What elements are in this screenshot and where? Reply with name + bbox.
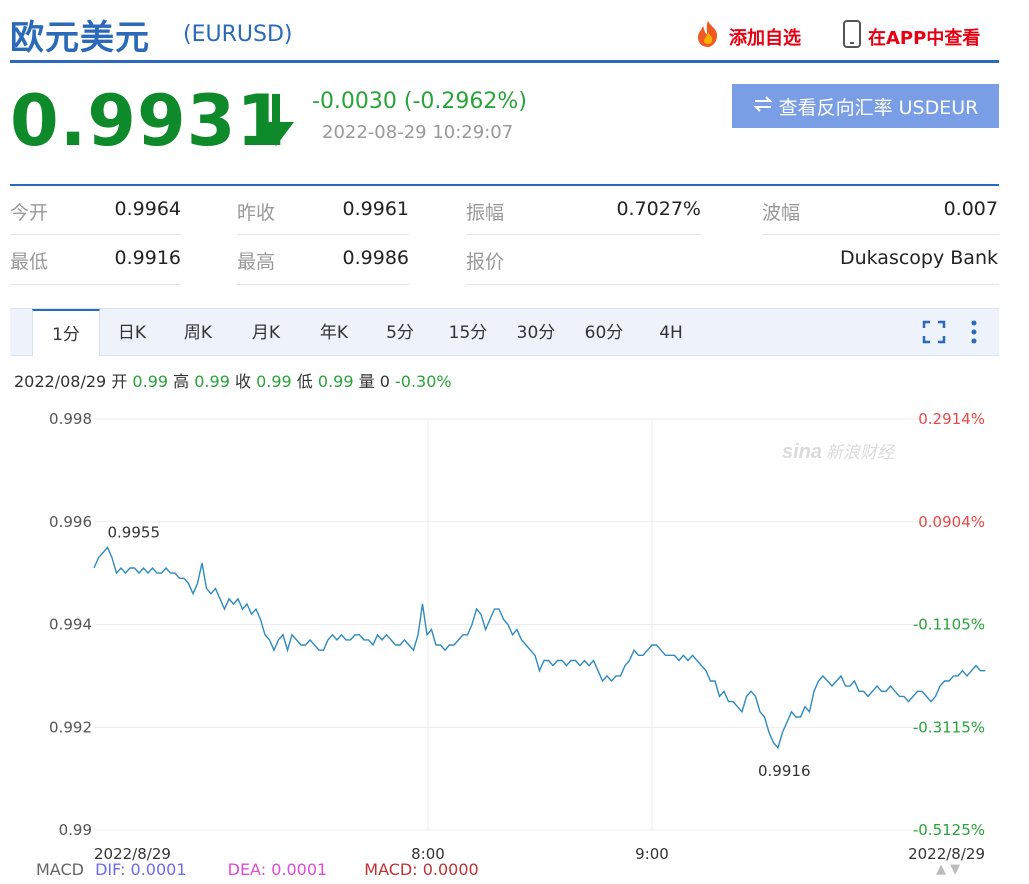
tab-yearly[interactable]: 年K [319, 323, 349, 343]
sina-watermark: sina 新浪财经 [782, 441, 896, 463]
y-tick-label: 0.99 [59, 821, 92, 839]
ohlc-volume: 0 [379, 372, 390, 391]
tab-5min[interactable]: 5分 [386, 323, 414, 343]
macd-dea: DEA: 0.0001 [227, 860, 328, 879]
page-title: 欧元美元 [10, 18, 150, 58]
stat-row-line [762, 234, 999, 235]
quote-timestamp: 2022-08-29 10:29:07 [322, 122, 514, 143]
wave-label: 波幅 [762, 202, 801, 224]
wave-value: 0.007 [943, 198, 998, 220]
ohlc-pct: -0.30% [395, 372, 452, 391]
tab-30min[interactable]: 30分 [516, 323, 556, 343]
x-tick-label: 8:00 [411, 845, 445, 863]
prev-close-value: 0.9961 [342, 198, 409, 220]
tab-60min[interactable]: 60分 [584, 323, 624, 343]
stat-row-line [237, 284, 409, 285]
ohlc-open-label: 开 [111, 372, 128, 391]
scroll-arrows-icon[interactable]: ▲ ▼ [936, 862, 961, 877]
tab-weekly[interactable]: 周K [183, 323, 213, 343]
symbol-code: (EURUSD) [183, 22, 293, 47]
quote-provider-label: 报价 [466, 251, 505, 273]
more-options-icon[interactable] [968, 319, 980, 349]
pct-tick-label: -0.3115% [913, 718, 985, 736]
watermark-sina: sina [782, 441, 822, 463]
tab-monthly[interactable]: 月K [251, 323, 281, 343]
stat-row-line [466, 284, 999, 285]
fullscreen-icon[interactable] [922, 320, 946, 348]
current-price: 0.9931 [10, 80, 287, 162]
tab-daily[interactable]: 日K [117, 323, 147, 343]
max-price-label: 0.9955 [108, 523, 161, 541]
ohlc-low: 0.99 [317, 372, 354, 391]
arrow-down-icon [255, 92, 297, 152]
price-chart[interactable]: sina 新浪财经 0.998 0.996 0.994 0.992 0.99 0.291… [0, 395, 1029, 865]
ohlc-high: 0.99 [194, 372, 230, 391]
y-tick-label: 0.996 [49, 513, 92, 531]
y-tick-label: 0.994 [49, 616, 92, 634]
price-line [93, 546, 985, 750]
min-price-label: 0.9916 [758, 762, 811, 780]
amplitude-value: 0.7027% [616, 198, 701, 220]
view-in-app-label: 在APP中查看 [868, 27, 981, 49]
amplitude-label: 振幅 [466, 202, 505, 224]
phone-icon [842, 20, 862, 53]
low-value: 0.9916 [114, 247, 181, 269]
macd-indicator: MACD DIF: 0.0001 DEA: 0.0001 MACD: 0.000… [36, 860, 479, 879]
pct-tick-label: 0.2914% [918, 410, 985, 428]
x-axis-labels: 2022/8/29 8:00 9:00 2022/8/29 [94, 845, 985, 863]
pct-tick-label: 0.0904% [918, 513, 985, 531]
high-label: 最高 [237, 251, 276, 273]
view-in-app-button[interactable]: 在APP中查看 [842, 20, 980, 53]
x-tick-label: 2022/8/29 [908, 845, 985, 863]
x-tick-label: 2022/8/29 [94, 845, 171, 863]
stat-row-line [10, 284, 181, 285]
swap-icon [753, 95, 773, 118]
price-change: -0.0030 (-0.2962%) [312, 89, 527, 114]
prev-close-label: 昨收 [237, 202, 276, 224]
ohlc-close: 0.99 [256, 372, 292, 391]
ohlc-close-label: 收 [234, 372, 251, 391]
stats-divider [10, 184, 999, 186]
reverse-rate-button[interactable]: 查看反向汇率 USDEUR [732, 84, 999, 128]
pct-tick-label: -0.1105% [913, 616, 985, 634]
y-axis-labels: 0.998 0.996 0.994 0.992 0.99 [49, 410, 92, 839]
open-value: 0.9964 [114, 198, 181, 220]
tab-1min[interactable]: 1分 [32, 309, 100, 356]
stat-row-line [466, 234, 701, 235]
add-watchlist-label: 添加自选 [729, 27, 801, 49]
ohlc-date: 2022/08/29 [14, 372, 107, 391]
y-tick-label: 0.998 [49, 410, 92, 428]
tab-15min[interactable]: 15分 [448, 323, 488, 343]
ohlc-info: 2022/08/29 开 0.99 高 0.99 收 0.99 低 0.99 量… [14, 368, 452, 392]
period-tab-bar: 1分 日K 周K 月K 年K 5分 15分 30分 60分 4H [10, 308, 999, 356]
macd-label: MACD [36, 860, 84, 879]
stat-row-line [237, 234, 409, 235]
macd-value: MACD: 0.0000 [364, 860, 479, 879]
watermark-cn: 新浪财经 [826, 443, 896, 463]
ohlc-open: 0.99 [132, 372, 169, 391]
tab-4h[interactable]: 4H [659, 323, 683, 343]
pct-axis-labels: 0.2914% 0.0904% -0.1105% -0.3115% -0.5125% [913, 410, 985, 839]
ohlc-low-label: 低 [296, 372, 313, 391]
macd-dif: DIF: 0.0001 [95, 860, 187, 879]
low-label: 最低 [10, 251, 49, 273]
ohlc-high-label: 高 [173, 372, 190, 391]
x-tick-label: 9:00 [635, 845, 669, 863]
y-tick-label: 0.992 [49, 718, 92, 736]
quote-provider-value: Dukascopy Bank [839, 247, 998, 269]
stat-row-line [10, 234, 181, 235]
open-label: 今开 [10, 202, 49, 224]
high-value: 0.9986 [342, 247, 409, 269]
fire-icon [693, 20, 723, 53]
reverse-rate-label: 查看反向汇率 USDEUR [778, 96, 979, 119]
pct-tick-label: -0.5125% [913, 821, 985, 839]
chart-grid [94, 418, 985, 831]
ohlc-volume-label: 量 [358, 372, 375, 391]
header-divider [10, 60, 999, 63]
add-watchlist-button[interactable]: 添加自选 [693, 20, 801, 53]
